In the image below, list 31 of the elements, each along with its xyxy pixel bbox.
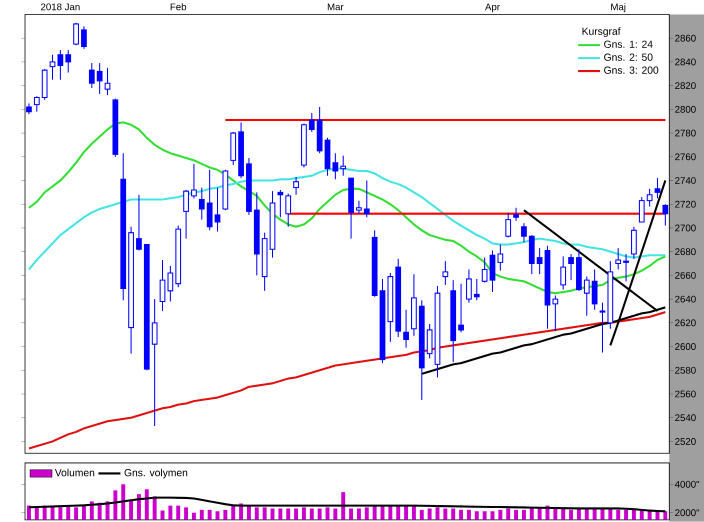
x-tick-label: Maj	[611, 3, 626, 12]
y-tick-label: 2820	[675, 82, 696, 90]
y-tick-label: 2580	[675, 366, 696, 374]
x-tick-label: 2018 Jan	[41, 4, 80, 10]
y-tick-label: 2660	[675, 272, 696, 279]
legend-label: Gns. volymen	[124, 468, 188, 478]
y-tick-label: 2560	[675, 390, 696, 398]
y-tick-label: 2620	[675, 320, 696, 326]
y-tick-label: 2720	[675, 200, 696, 208]
legend-title: Kursgraf	[582, 27, 621, 38]
y-tick-label: 2740	[675, 177, 696, 184]
y-tick-label: 2800	[675, 106, 696, 113]
y-tick-label: 2520	[675, 438, 696, 445]
legend-label: Gns. 3: 200	[604, 66, 658, 74]
y-tick-label: 2640	[675, 296, 696, 303]
y-tick-label: 4000"	[674, 480, 700, 488]
x-tick-label: Feb	[170, 3, 186, 10]
legend-label: Gns. 1: 24	[604, 40, 653, 48]
y-tick-label: 2600	[675, 343, 696, 350]
y-tick-label: 2780	[675, 130, 696, 137]
y-tick-label: 2700	[675, 224, 696, 232]
x-tick-label: Mar	[328, 4, 344, 10]
legend-label: Volumen	[54, 468, 94, 476]
y-tick-label: 2000"	[675, 509, 700, 516]
legend-label: Gns. 2: 50	[604, 54, 653, 61]
y-tick-label: 2680	[675, 248, 696, 256]
x-tick-label: Apr	[485, 4, 500, 12]
y-tick-label: 2840	[675, 58, 696, 66]
y-tick-label: 2760	[675, 153, 696, 160]
y-tick-label: 2540	[675, 414, 696, 422]
y-tick-label: 2860	[675, 34, 696, 42]
